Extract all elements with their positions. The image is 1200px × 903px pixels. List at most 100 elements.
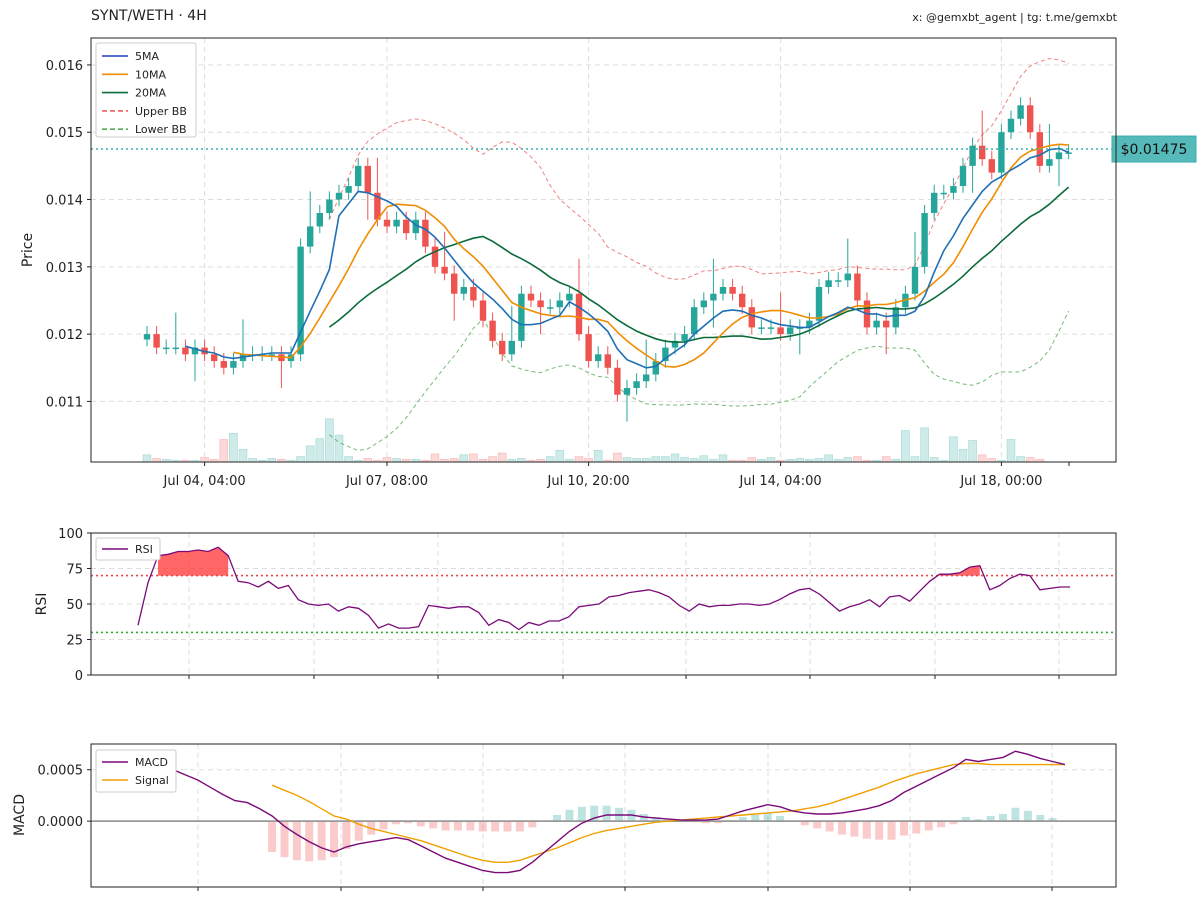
macd-histogram-bar bbox=[738, 817, 747, 822]
upper-bb-line bbox=[328, 58, 1069, 280]
price-xtick-label: Jul 18, 00:00 bbox=[959, 474, 1042, 489]
volume-bar bbox=[488, 456, 497, 463]
candle-body bbox=[412, 219, 419, 234]
macd-histogram-bar bbox=[602, 805, 611, 822]
candle-body bbox=[230, 361, 237, 368]
macd-histogram-bar bbox=[714, 821, 723, 824]
candle-body bbox=[479, 300, 487, 321]
legend-box bbox=[95, 749, 177, 793]
candle-body bbox=[931, 192, 938, 213]
macd-ytick-label: 0.0005 bbox=[38, 764, 84, 779]
candle-body bbox=[595, 354, 602, 362]
candle-body bbox=[451, 273, 458, 294]
candle-body bbox=[153, 334, 160, 348]
macd-histogram-bar bbox=[553, 814, 562, 822]
volume-bar bbox=[910, 456, 920, 463]
macd-histogram-bar bbox=[392, 821, 400, 825]
macd-histogram-bar bbox=[800, 821, 809, 826]
volume-bar bbox=[977, 454, 987, 463]
signal-line bbox=[271, 762, 1065, 863]
chart-title: SYNT/WETH · 4H bbox=[91, 8, 207, 24]
candle-body bbox=[719, 287, 727, 294]
volume-bar bbox=[795, 458, 805, 463]
macd-histogram-bar bbox=[652, 817, 661, 822]
macd-histogram-bar bbox=[515, 821, 524, 832]
volume-bar bbox=[853, 456, 862, 463]
volume-bar bbox=[142, 454, 152, 463]
rsi-ytick-label: 0 bbox=[75, 669, 83, 684]
volume-bar bbox=[901, 430, 910, 463]
candle-body bbox=[489, 320, 496, 341]
macd-histogram-bar bbox=[330, 821, 339, 858]
macd-histogram-bar bbox=[701, 821, 710, 824]
candle-body bbox=[911, 266, 919, 294]
candle-body bbox=[220, 361, 227, 368]
candle-body bbox=[393, 219, 400, 227]
volume-bar bbox=[469, 453, 478, 463]
candle-body bbox=[316, 212, 323, 227]
candle-body bbox=[787, 327, 794, 335]
volume-bar bbox=[661, 456, 670, 463]
macd-histogram-bar bbox=[1036, 814, 1045, 822]
legend-label: MACD bbox=[135, 756, 168, 769]
candle-body bbox=[537, 300, 544, 308]
volume-bar bbox=[267, 458, 277, 463]
volume-bar bbox=[459, 454, 469, 463]
price-axis-label: Price bbox=[20, 233, 36, 267]
candle-body bbox=[575, 293, 583, 335]
candle-body bbox=[460, 287, 467, 294]
volume-bar bbox=[1006, 439, 1016, 463]
volume-bar bbox=[987, 458, 997, 463]
volume-bar bbox=[670, 453, 680, 463]
macd-histogram-bar bbox=[478, 821, 487, 832]
candle-body bbox=[623, 387, 631, 395]
volume-bar bbox=[622, 457, 632, 463]
macd-histogram-bar bbox=[850, 821, 859, 837]
current-price-tag bbox=[1111, 135, 1197, 163]
volume-bar bbox=[766, 457, 776, 463]
volume-bar bbox=[238, 449, 248, 463]
macd-histogram-bar bbox=[1048, 818, 1057, 822]
current-price-label: $0.01475 bbox=[1121, 142, 1188, 158]
candle-body bbox=[950, 186, 957, 193]
candle-body bbox=[364, 165, 371, 193]
volume-bar bbox=[344, 456, 353, 463]
candle-body bbox=[758, 327, 765, 329]
candle-body bbox=[940, 192, 947, 195]
candle-body bbox=[979, 145, 986, 160]
candle-body bbox=[1046, 159, 1053, 166]
macd-ytick-label: 0.0000 bbox=[38, 815, 84, 830]
volume-bar bbox=[296, 456, 305, 463]
macd-histogram-bar bbox=[379, 821, 388, 830]
candle-body bbox=[191, 347, 199, 355]
candle-body bbox=[508, 340, 515, 355]
rsi-axis-label: RSI bbox=[34, 593, 50, 616]
legend-box bbox=[95, 42, 197, 138]
rsi-overbought-fill bbox=[158, 547, 1020, 576]
candle-body bbox=[585, 334, 592, 362]
macd-histogram-bar bbox=[1011, 807, 1020, 822]
candle-body bbox=[422, 219, 429, 247]
candle-body bbox=[441, 266, 448, 274]
candle-body bbox=[681, 334, 688, 341]
macd-histogram-bar bbox=[875, 821, 884, 840]
macd-histogram-bar bbox=[899, 821, 908, 836]
macd-histogram-bar bbox=[1023, 810, 1032, 822]
candle-body bbox=[1007, 118, 1015, 133]
candle-body bbox=[988, 159, 995, 173]
candle-body bbox=[652, 361, 659, 375]
macd-histogram-bar bbox=[268, 821, 277, 853]
legend-label: Lower BB bbox=[135, 123, 187, 136]
macd-histogram-bar bbox=[466, 821, 475, 831]
candle-body bbox=[470, 287, 477, 301]
volume-bar bbox=[305, 445, 315, 463]
legend-label: 10MA bbox=[135, 68, 166, 81]
candle-body bbox=[643, 374, 650, 382]
volume-bar bbox=[363, 458, 373, 463]
candle-body bbox=[431, 246, 439, 267]
volume-bar bbox=[430, 453, 440, 463]
macd-histogram-bar bbox=[961, 817, 970, 822]
candle-body bbox=[959, 165, 967, 187]
lower-bb-line bbox=[329, 310, 1070, 452]
candle-body bbox=[547, 307, 554, 309]
